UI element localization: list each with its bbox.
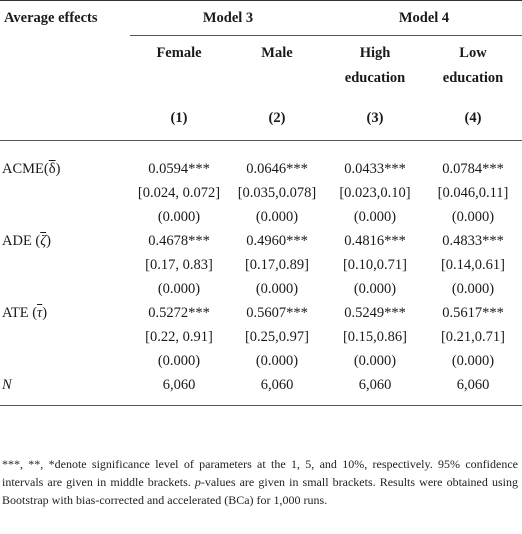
table-cell: 0.0594*** xyxy=(148,160,210,177)
table-cell: 0.5249*** xyxy=(344,304,406,321)
table-cell: [0.046,0.11] xyxy=(437,184,509,201)
table-cell: [0.25,0.97] xyxy=(244,328,310,345)
table-cell: [0.10,0.71] xyxy=(342,256,408,273)
table-cell: 0.4833*** xyxy=(442,232,504,249)
table-cell: [0.035,0.078] xyxy=(237,184,317,201)
ate-p-row: (0.000) (0.000) (0.000) (0.000) xyxy=(0,349,522,373)
ate-estimate-row: ATE (τ) 0.5272*** 0.5607*** 0.5249*** 0.… xyxy=(0,301,522,325)
col-low-header: Low xyxy=(459,44,487,61)
table-cell: (0.000) xyxy=(353,280,397,297)
table-cell: 0.0784*** xyxy=(442,160,504,177)
table-cell: 0.5607*** xyxy=(246,304,308,321)
table-cell: (0.000) xyxy=(353,352,397,369)
table-cell: 0.0433*** xyxy=(344,160,406,177)
col-low-header-line2: education xyxy=(442,70,504,86)
col-number-2: (2) xyxy=(228,96,326,141)
table-cell: 6,060 xyxy=(228,373,326,406)
table-cell: 6,060 xyxy=(326,373,424,406)
table-cell: (0.000) xyxy=(255,208,299,225)
col-high-header: High xyxy=(359,44,391,61)
ade-ci-row: [0.17, 0.83] [0.17,0.89] [0.10,0.71] [0.… xyxy=(0,253,522,277)
model4-header: Model 4 xyxy=(326,0,522,36)
ade-estimate-row: ADE (ζ) 0.4678*** 0.4960*** 0.4816*** 0.… xyxy=(0,229,522,253)
table-cell: (0.000) xyxy=(255,280,299,297)
table-cell: [0.024, 0.072] xyxy=(137,184,221,201)
col-number-3: (3) xyxy=(326,96,424,141)
table-cell: [0.14,0.61] xyxy=(440,256,506,273)
acme-label: ACME(δ) xyxy=(2,160,61,177)
table-cell: 6,060 xyxy=(424,373,522,406)
table-cell: (0.000) xyxy=(157,352,201,369)
table-cell: [0.22, 0.91] xyxy=(145,328,213,345)
table-cell: 0.4960*** xyxy=(246,232,308,249)
ade-label: ADE (ζ) xyxy=(2,232,51,249)
table-cell: (0.000) xyxy=(451,208,495,225)
table-cell: 0.5617*** xyxy=(442,304,504,321)
col-female-header: Female xyxy=(156,44,202,61)
acme-estimate-row: ACME(δ) 0.0594*** 0.0646*** 0.0433*** 0.… xyxy=(0,157,522,181)
table-cell: (0.000) xyxy=(353,208,397,225)
col-number-1: (1) xyxy=(130,96,228,141)
table-cell: [0.17, 0.83] xyxy=(145,256,213,273)
average-effects-header: Average effects xyxy=(0,0,130,36)
col-high-header-line2: education xyxy=(344,70,406,86)
col-male-header: Male xyxy=(261,44,293,61)
table-cell: [0.15,0.86] xyxy=(342,328,408,345)
table-cell: 0.0646*** xyxy=(246,160,308,177)
results-table: Average effects Model 3 Model 4 Female M… xyxy=(0,0,522,406)
model3-header: Model 3 xyxy=(130,0,326,36)
n-label: N xyxy=(0,373,130,406)
table-cell: (0.000) xyxy=(451,352,495,369)
table-cell: (0.000) xyxy=(157,208,201,225)
table-cell: 6,060 xyxy=(130,373,228,406)
ade-p-row: (0.000) (0.000) (0.000) (0.000) xyxy=(0,277,522,301)
table-cell: (0.000) xyxy=(451,280,495,297)
acme-p-row: (0.000) (0.000) (0.000) (0.000) xyxy=(0,205,522,229)
table-cell: [0.21,0.71] xyxy=(440,328,506,345)
table-cell: 0.4816*** xyxy=(344,232,406,249)
col-number-4: (4) xyxy=(424,96,522,141)
table-cell: [0.17,0.89] xyxy=(244,256,310,273)
ate-ci-row: [0.22, 0.91] [0.25,0.97] [0.15,0.86] [0.… xyxy=(0,325,522,349)
table-cell: 0.4678*** xyxy=(148,232,210,249)
table-cell: 0.5272*** xyxy=(148,304,210,321)
acme-ci-row: [0.024, 0.072] [0.035,0.078] [0.023,0.10… xyxy=(0,181,522,205)
table-cell: [0.023,0.10] xyxy=(339,184,411,201)
n-row: N 6,060 6,060 6,060 6,060 xyxy=(0,373,522,406)
ate-label: ATE (τ) xyxy=(2,304,48,321)
table-footnote: ***, **, *denote significance level of p… xyxy=(2,457,518,507)
table-cell: (0.000) xyxy=(255,352,299,369)
table-cell: (0.000) xyxy=(157,280,201,297)
